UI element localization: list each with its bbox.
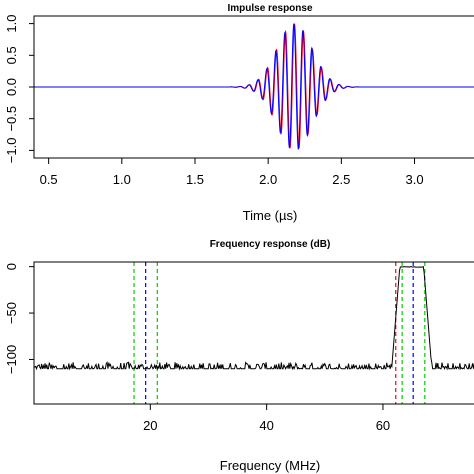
frequency-x-axis-label: Frequency (MHz) — [220, 458, 320, 473]
frequency-reference-lines — [133, 262, 426, 404]
x-tick-label: 60 — [376, 418, 390, 433]
impulse-y-axis: −1.0 −0.5 0.0 0.5 1.0 — [4, 15, 34, 164]
y-tick-label: −50 — [4, 302, 19, 324]
impulse-x-axis: 0.5 1.0 1.5 2.0 2.5 3.0 — [40, 158, 424, 187]
x-tick-label: 1.0 — [113, 172, 131, 187]
y-tick-label: 0.5 — [4, 46, 19, 64]
frequency-series-line — [33, 265, 474, 371]
frequency-x-axis: 20 40 60 — [143, 404, 390, 433]
impulse-series-line — [34, 23, 474, 151]
impulse-response-panel: Impulse response 0.5 1.0 1.5 2.0 2.5 3.0 −1.0… — [4, 3, 474, 223]
x-tick-label: 3.0 — [405, 172, 423, 187]
impulse-chart-title: Impulse response — [227, 3, 312, 14]
y-tick-label: −1.0 — [4, 138, 19, 164]
y-tick-label: −100 — [4, 345, 19, 374]
impulse-series-group — [34, 23, 474, 151]
x-tick-label: 1.5 — [186, 172, 204, 187]
frequency-y-axis: −100 −50 0 — [4, 263, 34, 374]
frequency-response-panel: Frequency response (dB) 20 40 60 −100−500 … — [4, 239, 474, 473]
x-tick-label: 0.5 — [40, 172, 58, 187]
x-tick-label: 2.0 — [259, 172, 277, 187]
y-tick-label: 0.0 — [4, 78, 19, 96]
impulse-x-axis-label: Time (µs) — [243, 208, 298, 223]
y-tick-label: 0 — [4, 263, 19, 270]
y-tick-label: −0.5 — [4, 106, 19, 132]
frequency-chart-title: Frequency response (dB) — [210, 239, 331, 250]
y-tick-label: 1.0 — [4, 15, 19, 33]
impulse-series-line — [34, 23, 474, 150]
frequency-plot-frame — [33, 261, 474, 405]
x-tick-label: 40 — [259, 418, 273, 433]
x-tick-label: 20 — [143, 418, 157, 433]
frequency-series-group — [33, 265, 474, 371]
x-tick-label: 2.5 — [332, 172, 350, 187]
